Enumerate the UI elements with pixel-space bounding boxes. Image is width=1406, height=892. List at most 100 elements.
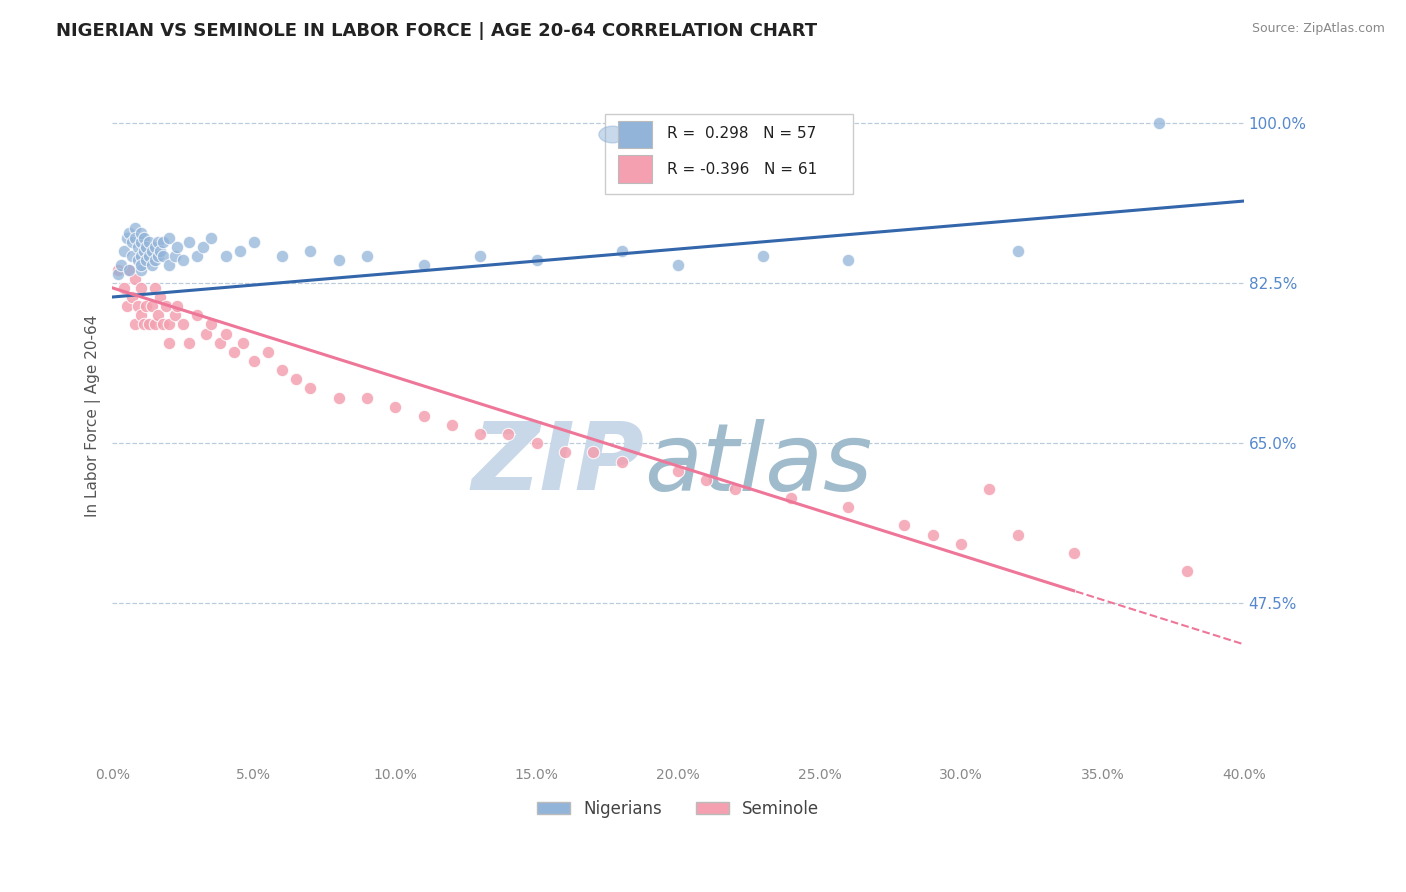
Point (127, 240, 149, 254)
Point (138, 249, 160, 263)
Point (214, 249, 236, 263)
Point (124, 230, 146, 244)
Point (257, 344, 280, 359)
Point (243, 235, 266, 249)
Point (1063, 546, 1085, 560)
Point (146, 235, 169, 249)
Point (468, 427, 491, 442)
Point (526, 436, 548, 450)
Point (191, 240, 214, 254)
Point (149, 290, 172, 304)
Point (152, 235, 174, 249)
Point (214, 326, 236, 341)
Point (166, 299, 188, 313)
Point (328, 253, 350, 268)
Point (127, 299, 149, 313)
Text: atlas: atlas (644, 419, 872, 510)
Point (468, 249, 491, 263)
Point (124, 271, 146, 285)
Point (152, 318, 174, 332)
Point (979, 482, 1001, 496)
Point (837, 253, 859, 268)
Point (143, 318, 166, 332)
Text: R = -0.396   N = 61: R = -0.396 N = 61 (666, 161, 817, 177)
Point (141, 258, 163, 272)
Point (118, 262, 141, 277)
Point (526, 253, 548, 268)
Point (135, 299, 157, 313)
Point (186, 308, 208, 322)
Point (132, 318, 155, 332)
Point (328, 391, 350, 405)
Point (243, 354, 266, 368)
Point (129, 262, 152, 277)
Point (200, 230, 222, 244)
Point (554, 445, 576, 459)
Point (129, 226, 152, 240)
Point (412, 409, 434, 423)
Point (610, 454, 633, 468)
Point (412, 258, 434, 272)
Point (121, 290, 143, 304)
Point (177, 235, 200, 249)
Point (1147, 116, 1170, 130)
Text: R =  0.298   N = 57: R = 0.298 N = 57 (666, 126, 815, 141)
Bar (619, 120, 652, 148)
Point (124, 318, 146, 332)
Point (129, 258, 152, 272)
Point (157, 258, 180, 272)
Point (129, 281, 152, 295)
Text: NIGERIAN VS SEMINOLE IN LABOR FORCE | AGE 20-64 CORRELATION CHART: NIGERIAN VS SEMINOLE IN LABOR FORCE | AG… (56, 22, 817, 40)
Point (177, 335, 200, 350)
Point (118, 226, 141, 240)
Point (186, 249, 208, 263)
Point (107, 262, 129, 277)
Point (893, 518, 915, 533)
Point (163, 308, 186, 322)
Point (271, 249, 294, 263)
Point (228, 244, 250, 259)
Point (356, 391, 378, 405)
FancyBboxPatch shape (605, 113, 853, 194)
Point (121, 235, 143, 249)
Circle shape (599, 126, 626, 143)
Point (610, 244, 633, 259)
Point (666, 464, 689, 478)
Point (152, 249, 174, 263)
Point (231, 335, 253, 350)
Point (141, 299, 163, 313)
Point (112, 244, 135, 259)
Point (110, 258, 132, 272)
Point (143, 281, 166, 295)
Point (172, 253, 194, 268)
Point (780, 491, 803, 505)
Point (271, 363, 294, 377)
Point (285, 372, 308, 386)
Point (299, 244, 322, 259)
Point (129, 249, 152, 263)
Text: ZIP: ZIP (471, 418, 644, 510)
Point (1007, 244, 1029, 259)
Point (143, 253, 166, 268)
Point (752, 249, 775, 263)
Point (157, 335, 180, 350)
Point (837, 500, 859, 515)
Point (129, 235, 152, 249)
Point (121, 249, 143, 263)
Point (138, 235, 160, 249)
Point (112, 281, 135, 295)
Point (149, 244, 172, 259)
Point (107, 267, 129, 281)
Point (143, 240, 166, 254)
Point (166, 240, 188, 254)
Point (129, 308, 152, 322)
Point (1175, 564, 1198, 578)
Point (157, 318, 180, 332)
Point (949, 537, 972, 551)
Point (440, 417, 463, 432)
Point (356, 249, 378, 263)
Point (582, 445, 605, 459)
Point (172, 318, 194, 332)
Point (115, 230, 138, 244)
Point (921, 527, 943, 541)
